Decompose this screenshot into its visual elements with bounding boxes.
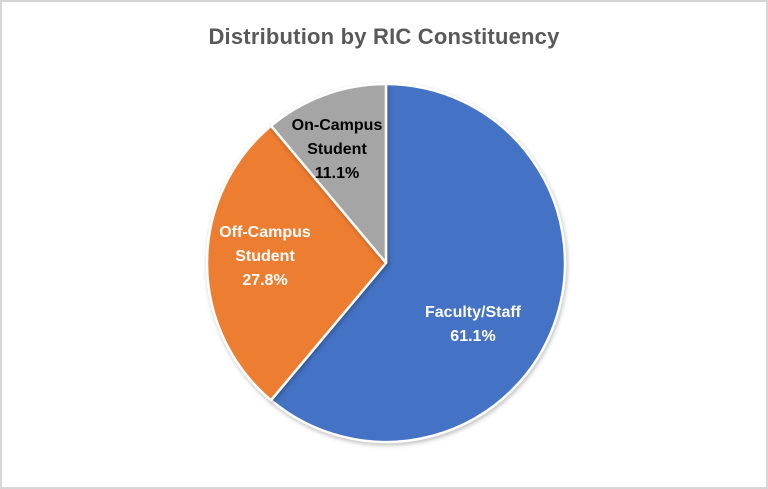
- chart-title: Distribution by RIC Constituency: [208, 24, 560, 49]
- pie-slice-on-campus-student: [269, 82, 388, 265]
- pie-slice-off-campus-student: [205, 124, 388, 402]
- pie-slice-faculty-staff: [269, 82, 567, 444]
